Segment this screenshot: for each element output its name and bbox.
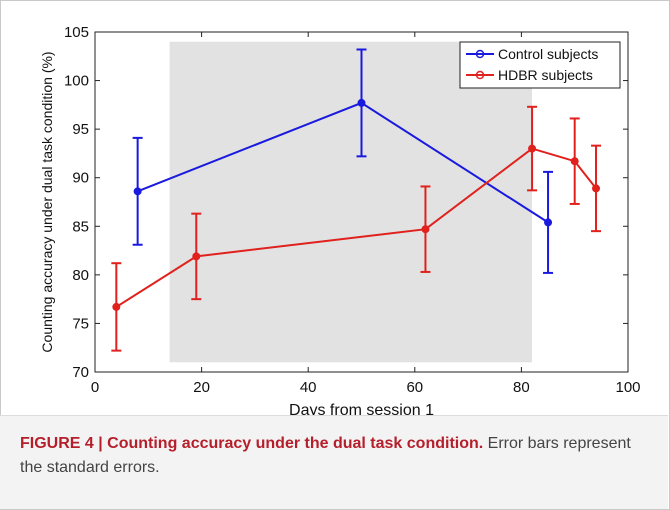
caption-box: [0, 415, 668, 509]
y-axis-label: Counting accuracy under dual task condit…: [39, 51, 55, 352]
y-tick-label: 100: [64, 73, 89, 90]
data-point: [570, 157, 579, 166]
legend-label: Control subjects: [498, 46, 598, 62]
data-point: [133, 187, 142, 196]
x-tick-label: 80: [513, 379, 530, 396]
y-tick-label: 70: [72, 364, 89, 381]
caption-label: FIGURE 4 | Counting accuracy under the d…: [20, 435, 484, 452]
x-tick-label: 60: [406, 379, 423, 396]
data-point: [112, 302, 121, 311]
series-line-2: [115, 147, 597, 308]
x-tick-label: 40: [300, 379, 317, 396]
x-axis-label: Days from session 1: [289, 402, 434, 415]
x-tick-label: 100: [615, 379, 640, 396]
data-point: [357, 98, 366, 107]
data-point: [421, 225, 430, 234]
data-point: [528, 144, 537, 153]
caption-text: Error bars represent the standard errors…: [20, 435, 631, 476]
x-tick-label: 20: [193, 379, 210, 396]
shaded-region: [169, 41, 533, 363]
axes-box: [94, 31, 629, 373]
data-point: [192, 252, 201, 261]
y-tick-label: 75: [72, 315, 89, 332]
legend-box: [459, 41, 621, 89]
legend-marker: [475, 49, 485, 59]
y-tick-label: 105: [64, 24, 89, 41]
legend-label: HDBR subjects: [498, 67, 593, 83]
data-point: [592, 184, 601, 193]
y-tick-label: 95: [72, 121, 89, 138]
x-tick-label: 0: [91, 379, 99, 396]
legend-marker: [475, 70, 485, 80]
y-tick-label: 85: [72, 218, 89, 235]
y-tick-label: 90: [72, 170, 89, 187]
figure-caption: FIGURE 4 | Counting accuracy under the d…: [20, 432, 650, 480]
chart: 0 20 40 60 80 100 70 75 80 85 90 95 100 105 Control s…: [39, 24, 641, 415]
y-tick-label: 80: [72, 267, 89, 284]
data-point: [544, 218, 553, 227]
